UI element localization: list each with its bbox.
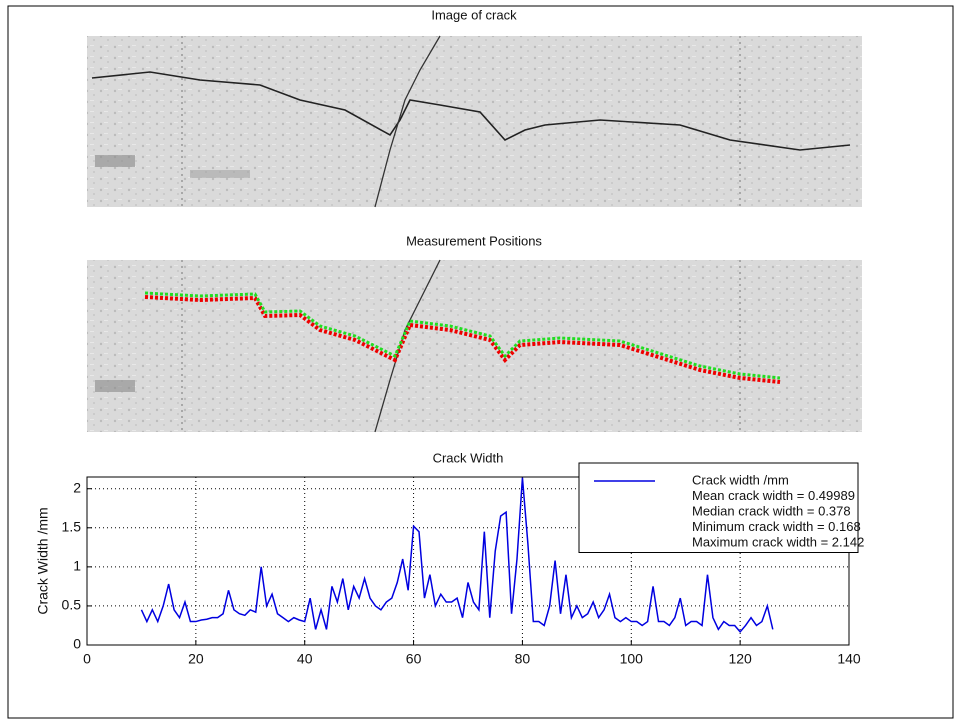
- y-tick-label: 1: [73, 558, 81, 574]
- measurement-image: [87, 259, 862, 433]
- x-tick-label: 40: [297, 651, 313, 667]
- legend-annotation: Median crack width = 0.378: [692, 503, 851, 518]
- x-tick-label: 120: [728, 651, 752, 667]
- legend-label: Crack width /mm: [692, 472, 789, 487]
- panel-title: Image of crack: [431, 7, 517, 22]
- y-tick-label: 0.5: [62, 597, 82, 613]
- crack-image: [87, 35, 862, 208]
- x-tick-label: 0: [83, 651, 91, 667]
- axes-frame: [86, 476, 850, 646]
- x-tick-label: 100: [620, 651, 644, 667]
- panel-title: Measurement Positions: [406, 233, 542, 248]
- data-line: [140, 477, 774, 634]
- x-tick-label: 140: [837, 651, 861, 667]
- y-tick-label: 1.5: [62, 518, 82, 534]
- legend-annotation: Mean crack width = 0.49989: [692, 488, 855, 503]
- x-tick-label: 60: [406, 651, 422, 667]
- y-axis-label: Crack Width /mm: [35, 507, 51, 614]
- chart-title: Crack Width: [433, 450, 504, 465]
- x-tick-label: 20: [188, 651, 204, 667]
- legend-annotation: Maximum crack width = 2.142: [692, 534, 864, 549]
- legend-box: [578, 462, 859, 553]
- y-tick-label: 2: [73, 479, 81, 495]
- y-tick-label: 0: [73, 636, 81, 652]
- x-tick-label: 80: [515, 651, 531, 667]
- legend-annotation: Minimum crack width = 0.168: [692, 519, 861, 534]
